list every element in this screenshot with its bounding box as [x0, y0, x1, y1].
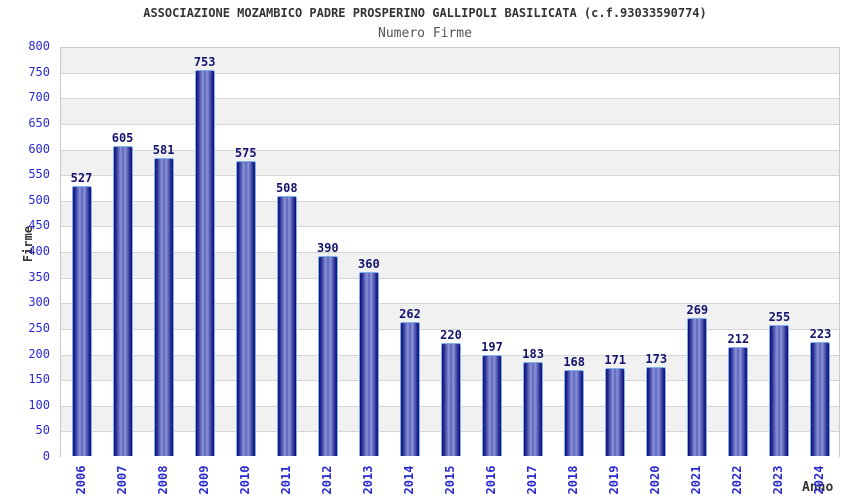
bar-value-label: 183 — [522, 347, 544, 362]
grid-band — [61, 227, 839, 253]
grid-band — [61, 176, 839, 202]
bar — [153, 158, 174, 456]
grid-band — [61, 278, 839, 305]
x-tick-label: 2009 — [196, 465, 211, 495]
x-axis-label: Anno — [802, 480, 834, 495]
y-tick-label: 450 — [28, 218, 50, 233]
bar-value-label: 508 — [275, 180, 298, 195]
y-tick-label: 250 — [28, 320, 50, 335]
y-tick-label: 650 — [28, 115, 50, 130]
x-tick-label: 2021 — [689, 465, 704, 495]
y-tick-label: 400 — [28, 244, 50, 258]
bar — [276, 195, 297, 456]
x-tick-label: 2015 — [443, 465, 457, 495]
grid-band — [61, 99, 839, 125]
bar-value-label: 527 — [70, 170, 93, 185]
y-tick-label: 600 — [28, 141, 50, 156]
bar-value-label: 171 — [604, 353, 627, 368]
plot-area: 527 605 581 753 575 508 390 360 262 220 197 183 168 1… — [60, 47, 840, 458]
y-tick-label: 200 — [28, 346, 50, 361]
x-tick-label: 2024 — [812, 465, 827, 495]
grid-band — [61, 150, 839, 177]
x-tick-label: 2019 — [607, 465, 622, 495]
bar — [317, 256, 338, 456]
x-tick-label: 2007 — [114, 465, 129, 495]
y-tick-label: 300 — [28, 295, 50, 310]
bar-value-label: 212 — [727, 332, 750, 347]
bar-value-label: 390 — [316, 241, 339, 256]
bar — [564, 369, 585, 456]
bar-value-label: 173 — [645, 352, 668, 367]
y-tick-label: 50 — [35, 423, 50, 438]
grid-band — [61, 48, 839, 74]
bar-value-label: 360 — [358, 256, 380, 271]
x-tick-label: 2006 — [73, 465, 88, 495]
bar — [112, 145, 133, 456]
x-tick-label: 2014 — [401, 465, 416, 495]
bar — [358, 271, 379, 456]
bar-value-label: 197 — [481, 340, 503, 355]
y-tick-label: 800 — [28, 39, 50, 53]
bar — [728, 347, 749, 456]
grid-band — [61, 304, 839, 330]
grid-band — [61, 253, 839, 279]
chart-subtitle: Numero Firme — [378, 26, 472, 41]
bar-value-label: 575 — [234, 146, 257, 161]
y-tick-label: 350 — [28, 269, 50, 284]
y-tick-label: 550 — [28, 167, 50, 182]
bar — [769, 325, 790, 456]
grid-band — [61, 124, 839, 151]
bar — [523, 362, 544, 456]
x-tick-label: 2013 — [360, 465, 375, 495]
x-tick-label: 2016 — [484, 465, 499, 495]
x-tick-label: 2017 — [525, 465, 540, 495]
bar-value-label: 223 — [809, 326, 832, 341]
x-tick-label: 2012 — [319, 465, 334, 495]
bar — [399, 321, 420, 456]
x-tick-label: 2023 — [771, 465, 786, 495]
bar — [605, 368, 626, 456]
bar — [482, 355, 503, 456]
x-tick-label: 2020 — [648, 465, 663, 495]
bar — [810, 341, 831, 456]
x-tick-label: 2018 — [566, 465, 581, 495]
bar-value-label: 255 — [768, 310, 791, 325]
bar — [687, 318, 708, 456]
bar — [194, 70, 215, 456]
chart-title: ASSOCIAZIONE MOZAMBICO PADRE PROSPERINO … — [143, 6, 707, 20]
y-tick-label: 150 — [28, 372, 50, 387]
bar-value-label: 581 — [152, 143, 175, 158]
y-tick-label: 500 — [28, 192, 50, 207]
bar-value-label: 605 — [111, 130, 134, 145]
bar — [235, 161, 256, 456]
bar-value-label: 220 — [440, 328, 462, 343]
x-tick-label: 2010 — [237, 465, 252, 495]
grid-band — [61, 201, 839, 228]
bar — [646, 367, 667, 456]
grid-band — [61, 73, 839, 100]
y-tick-label: 750 — [28, 64, 50, 79]
x-tick-label: 2022 — [730, 465, 745, 495]
x-tick-label: 2011 — [278, 465, 293, 495]
bar-value-label: 262 — [399, 306, 421, 321]
y-tick-label: 700 — [28, 90, 50, 105]
bar-value-label: 269 — [686, 303, 709, 318]
y-tick-label: 100 — [28, 397, 50, 412]
bar-value-label: 168 — [563, 354, 585, 369]
bar-value-label: 753 — [193, 55, 216, 70]
bar — [71, 185, 92, 456]
x-tick-label: 2008 — [155, 465, 170, 495]
y-tick-label: 0 — [42, 449, 50, 463]
bar — [441, 343, 461, 456]
